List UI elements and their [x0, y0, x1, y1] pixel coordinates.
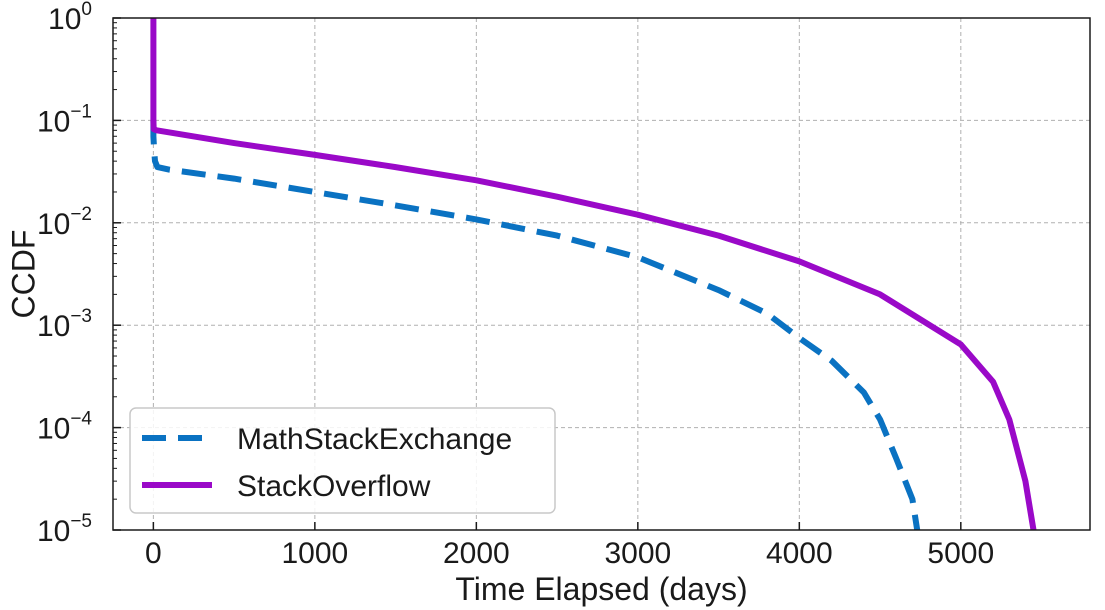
x-axis-title: Time Elapsed (days): [455, 571, 747, 607]
y-axis-title: CCDF: [5, 230, 41, 319]
legend-label-mathstackexchange: MathStackExchange: [237, 423, 512, 456]
tick-labels: 0 1000 2000 3000 4000 5000 100 10−1 10−2 10−3 10−4…: [37, 0, 994, 570]
series-layer: [150, 18, 1037, 531]
x-tick-label: 4000: [766, 537, 833, 570]
y-tick-label: 10−3: [37, 306, 92, 343]
x-tick-label: 2000: [443, 537, 510, 570]
y-tick-label: 100: [48, 0, 92, 36]
y-tick-label: 10−5: [37, 511, 92, 548]
legend-box: [129, 407, 556, 514]
series-line-mathstackexchange: [150, 120, 921, 531]
series-line-stackoverflow: [150, 18, 1037, 531]
y-tick-label: 10−4: [37, 409, 92, 446]
ticks: [113, 17, 962, 531]
x-tick-label: 3000: [604, 537, 671, 570]
y-tick-label: 10−2: [37, 204, 92, 241]
y-tick-label: 10−1: [37, 101, 92, 138]
plot-frame: [112, 17, 1091, 531]
x-tick-label: 5000: [927, 537, 994, 570]
x-tick-label: 0: [145, 537, 162, 570]
x-tick-label: 1000: [281, 537, 348, 570]
legend: MathStackExchange StackOverflow: [129, 407, 556, 514]
legend-label-stackoverflow: StackOverflow: [237, 470, 431, 503]
